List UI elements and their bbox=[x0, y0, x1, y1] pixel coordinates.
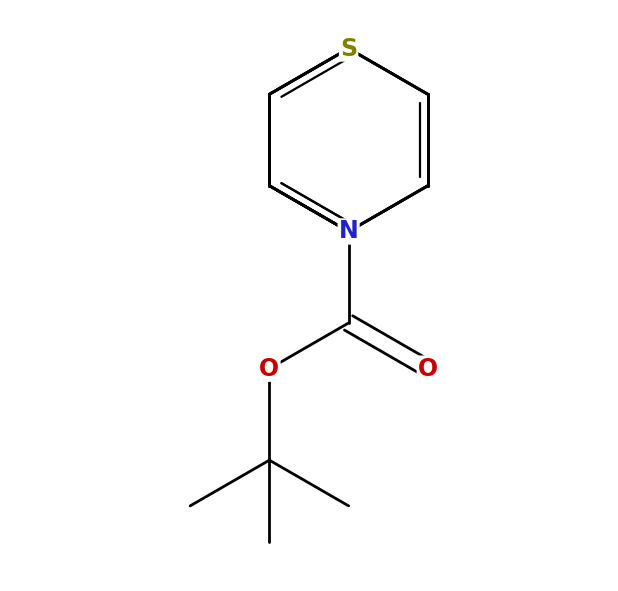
Text: O: O bbox=[260, 357, 279, 381]
Text: O: O bbox=[418, 357, 438, 381]
Text: S: S bbox=[340, 37, 357, 60]
Text: N: N bbox=[339, 219, 358, 243]
